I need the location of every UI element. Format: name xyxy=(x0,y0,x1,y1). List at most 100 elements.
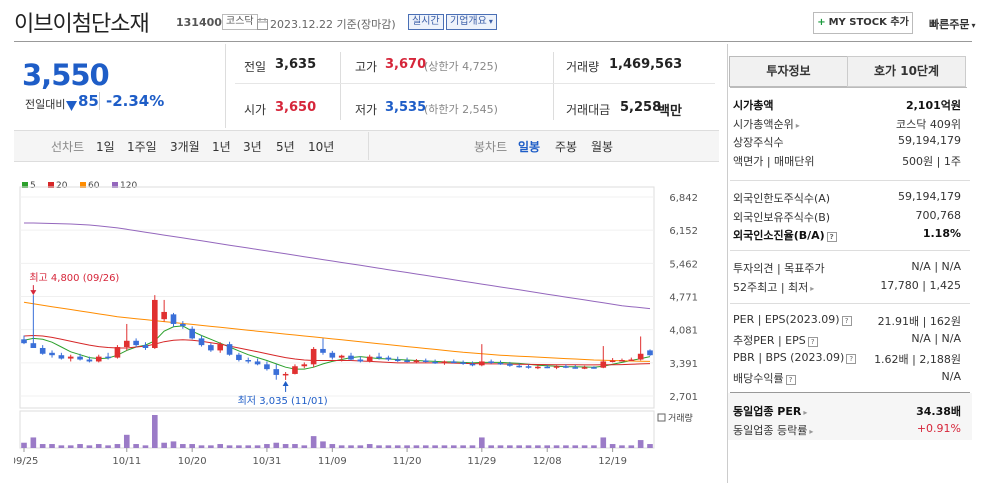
candle-body xyxy=(450,361,457,363)
candle-body xyxy=(254,361,261,365)
help-icon[interactable]: ? xyxy=(826,232,837,242)
candle-body xyxy=(469,363,476,366)
info-label-text: 외국인보유주식수(B) xyxy=(733,210,831,224)
market-badge: 코스닥 xyxy=(222,14,258,30)
volume-label: 거래량 xyxy=(566,60,600,74)
info-row-value: 34.38배 xyxy=(916,405,961,418)
help-icon[interactable]: ? xyxy=(846,354,857,364)
candle-body xyxy=(366,356,373,362)
info-row-label: 외국인보유주식수(B) xyxy=(733,209,830,225)
candle-body xyxy=(422,360,429,362)
period-3m[interactable]: 3개월 xyxy=(170,140,200,154)
tab-invest-info[interactable]: 투자정보 xyxy=(729,56,848,87)
x-tick-label: 10/20 xyxy=(178,456,207,467)
volume-bar xyxy=(366,444,373,448)
candle-body xyxy=(292,366,298,374)
info-row-value: N/A xyxy=(941,370,961,383)
candle-body xyxy=(581,367,588,369)
info-row-label: 외국인한도주식수(A) xyxy=(733,190,830,206)
volume-bar xyxy=(469,445,476,448)
date-text: 2023.12.22 기준(장마감) xyxy=(270,18,396,31)
volume-bar xyxy=(591,445,597,448)
period-1d[interactable]: 1일 xyxy=(96,140,115,154)
help-icon[interactable]: ? xyxy=(785,375,796,385)
price-change-pct: -2.34% xyxy=(106,92,165,110)
volume-bar xyxy=(264,444,270,448)
volume-bar xyxy=(49,444,55,448)
chevron-right-icon: ▸ xyxy=(795,120,800,130)
info-row-value: N/A | N/A xyxy=(911,332,961,345)
info-label-text: 동일업종 PER xyxy=(733,405,802,418)
candle-body xyxy=(198,338,205,346)
candle-body xyxy=(39,347,46,354)
panel-section-divider xyxy=(730,180,970,181)
quick-order-button[interactable]: 빠른주문 ▾ xyxy=(929,16,976,32)
panel-section-divider xyxy=(730,250,970,251)
info-row-label: 배당수익률? xyxy=(733,370,796,386)
x-tick-label: 12/08 xyxy=(533,456,562,467)
prev-close-value: 3,635 xyxy=(275,57,317,72)
legend-ma20: 20 xyxy=(48,181,67,191)
period-5y[interactable]: 5년 xyxy=(276,140,295,154)
quote-divider-2 xyxy=(553,52,554,120)
y-tick-label: 5,462 xyxy=(669,259,698,270)
candle-body xyxy=(572,367,579,369)
candle-body xyxy=(609,360,616,362)
mystock-label: MY STOCK 추가 xyxy=(828,17,909,28)
candle-chart-tab[interactable]: 봉차트 xyxy=(474,140,508,154)
period-3y[interactable]: 3년 xyxy=(243,140,262,154)
candle-body xyxy=(507,363,513,366)
y-tick-label: 3,391 xyxy=(669,359,698,370)
info-row-value: 1.18% xyxy=(922,227,961,240)
volume-bar xyxy=(553,445,560,448)
help-icon[interactable]: ? xyxy=(807,337,818,347)
volume-bar xyxy=(77,444,83,448)
volume-bar xyxy=(105,445,111,448)
candle-body xyxy=(637,353,644,360)
y-tick-label: 4,081 xyxy=(669,326,698,337)
volume-bar xyxy=(581,445,588,448)
current-price: 3,550 xyxy=(22,58,110,92)
x-tick-label: 11/29 xyxy=(467,456,496,467)
volume-bar xyxy=(273,442,280,448)
volume-bar xyxy=(133,444,139,448)
plot-border xyxy=(19,186,655,409)
candle-body xyxy=(516,365,522,368)
line-chart-tab[interactable]: 선차트 xyxy=(51,140,85,154)
candle-monthly[interactable]: 월봉 xyxy=(591,140,614,154)
candle-body xyxy=(77,356,83,360)
volume-bar xyxy=(544,445,551,448)
volume-bar xyxy=(525,445,532,448)
volume-bar xyxy=(516,445,522,448)
candle-daily[interactable]: 일봉 xyxy=(518,140,541,154)
company-overview-dropdown[interactable]: 기업개요 ▾ xyxy=(446,14,497,30)
volume-bar xyxy=(348,445,354,448)
candle-body xyxy=(133,340,139,346)
legend-swatch xyxy=(22,182,28,188)
mystock-add-button[interactable]: + MY STOCK 추가 xyxy=(813,12,913,34)
info-row-label: 시가총액순위 ▸ xyxy=(733,116,800,132)
candle-body xyxy=(58,355,65,359)
candle-body xyxy=(236,354,242,361)
candle-body xyxy=(123,340,130,348)
volume-bar xyxy=(86,445,93,448)
info-row-value: 700,768 xyxy=(915,208,962,222)
period-1w[interactable]: 1주일 xyxy=(127,140,157,154)
calendar-icon xyxy=(257,15,268,34)
realtime-button[interactable]: 실시간 xyxy=(408,14,444,30)
volume-bar xyxy=(609,444,616,448)
info-row-label: PER | EPS(2023.09)? xyxy=(733,313,852,326)
period-1y[interactable]: 1년 xyxy=(212,140,231,154)
volume-bar xyxy=(301,445,308,448)
period-10y[interactable]: 10년 xyxy=(308,140,335,154)
open-label: 시가 xyxy=(244,103,267,117)
info-label-text: 투자의견 | 목표주가 xyxy=(733,262,825,275)
candle-body xyxy=(105,356,111,359)
chevron-right-icon: ▸ xyxy=(809,427,814,436)
candle-weekly[interactable]: 주봉 xyxy=(555,140,578,154)
help-icon[interactable]: ? xyxy=(841,316,852,326)
volume-bar xyxy=(497,445,504,448)
volume-bar xyxy=(413,445,420,448)
tab-orderbook[interactable]: 호가 10단계 xyxy=(847,56,966,87)
